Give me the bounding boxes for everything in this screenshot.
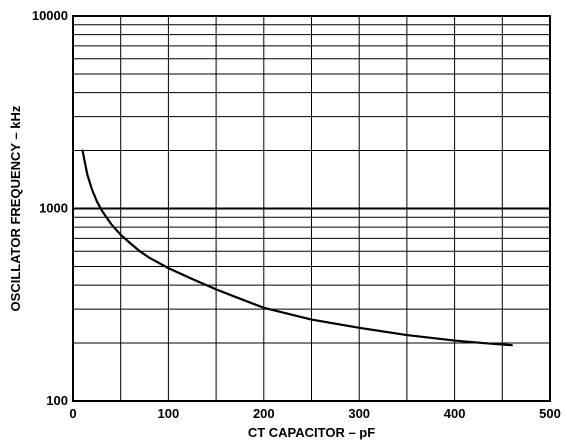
x-tick-label: 200 [253, 406, 275, 421]
y-tick-label: 1000 [39, 201, 68, 216]
y-tick-label: 10000 [32, 8, 68, 23]
y-tick-labels: 100 1000 10000 [32, 8, 68, 408]
x-tick-labels: 0 100 200 300 400 500 [69, 406, 560, 421]
x-tick-label: 0 [69, 406, 76, 421]
x-tick-label: 500 [539, 406, 561, 421]
y-tick-label: 100 [46, 393, 68, 408]
grid-minor [73, 16, 550, 401]
series-line [81, 149, 513, 347]
x-axis-title: CT CAPACITOR – pF [248, 425, 375, 440]
x-tick-label: 300 [348, 406, 370, 421]
series-layer [81, 149, 513, 347]
x-tick-label: 100 [158, 406, 180, 421]
x-tick-label: 400 [444, 406, 466, 421]
y-axis-title: OSCILLATOR FREQUENCY – kHz [8, 105, 23, 311]
plot-frame [72, 15, 551, 402]
